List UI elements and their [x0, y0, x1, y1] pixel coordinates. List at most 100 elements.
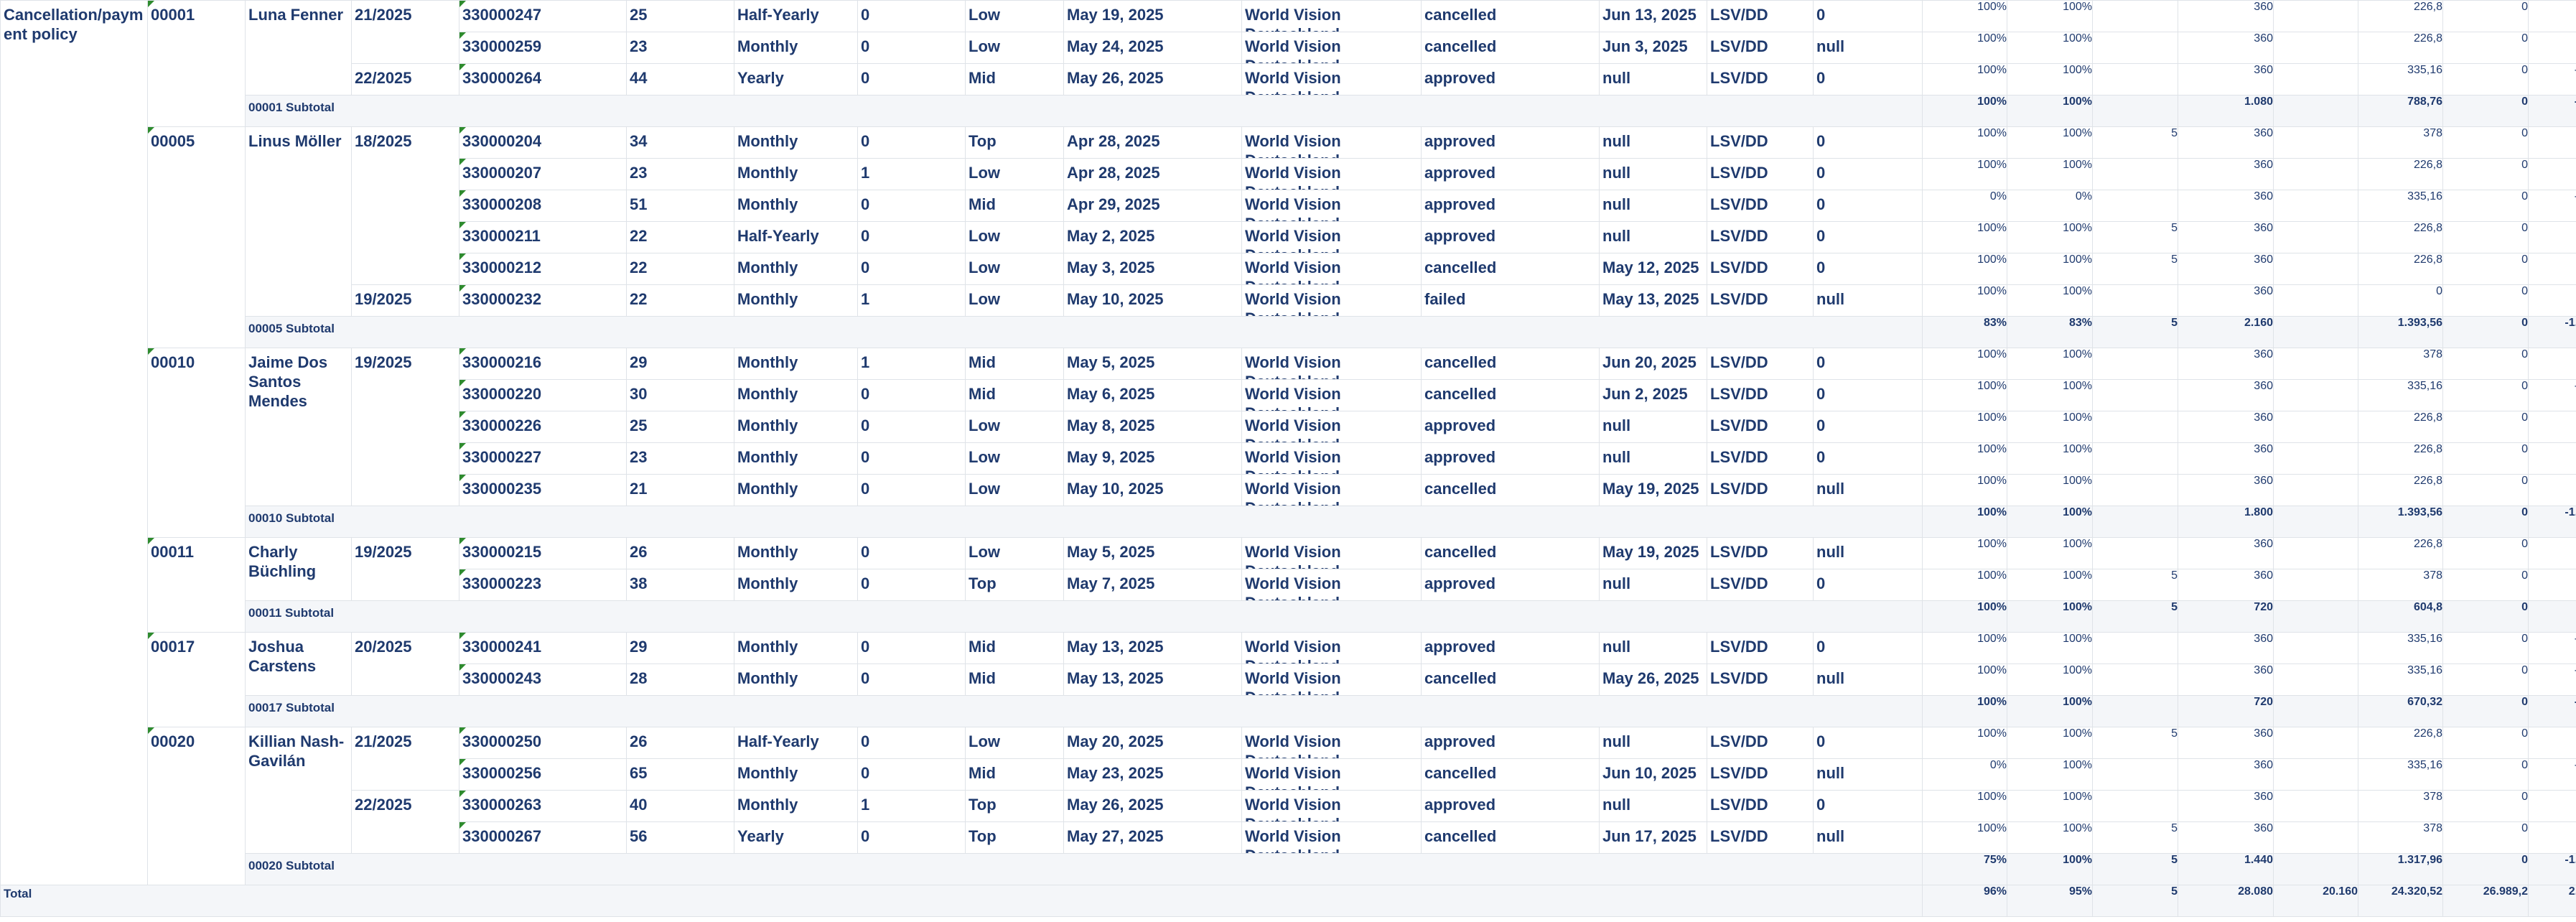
return-cell[interactable]: 0: [1813, 727, 1923, 759]
subtotal-value-4[interactable]: 720: [2178, 695, 2274, 727]
value-cell-1[interactable]: 100%: [1922, 442, 2007, 475]
value-cell-7[interactable]: 0: [2442, 474, 2529, 506]
flag-cell[interactable]: 0: [857, 663, 966, 696]
start-date-cell[interactable]: Apr 29, 2025: [1063, 190, 1242, 222]
flag-cell[interactable]: 0: [857, 379, 966, 411]
organization-cell[interactable]: World Vision Deutschland: [1241, 284, 1422, 317]
flag-cell[interactable]: 0: [857, 442, 966, 475]
subtotal-value-8[interactable]: -1.393,56: [2528, 316, 2576, 348]
value-cell-8[interactable]: -335,16: [2528, 379, 2576, 411]
subtotal-value-2[interactable]: 100%: [2007, 600, 2093, 633]
value-cell-5[interactable]: [2273, 284, 2358, 317]
status-cell[interactable]: approved: [1421, 158, 1600, 190]
value-cell-1[interactable]: 0%: [1922, 190, 2007, 222]
value-cell-5[interactable]: [2273, 0, 2358, 32]
status-cell[interactable]: approved: [1421, 442, 1600, 475]
value-cell-5[interactable]: [2273, 727, 2358, 759]
value-cell-4[interactable]: 360: [2178, 663, 2274, 696]
interval-cell[interactable]: Monthly: [734, 474, 858, 506]
subtotal-value-3[interactable]: [2092, 506, 2178, 538]
table-row[interactable]: 330000243 28 Monthly 0 Mid May 13, 2025 World …: [1, 663, 2576, 696]
subtotal-value-5[interactable]: [2273, 853, 2358, 885]
subtotal-value-7[interactable]: 0: [2442, 853, 2529, 885]
table-row[interactable]: 22/2025 330000264 44 Yearly 0 Mid May 26, 2025…: [1, 63, 2576, 96]
value-cell-7[interactable]: 0: [2442, 663, 2529, 696]
return-cell[interactable]: 0: [1813, 158, 1923, 190]
value-cell-8[interactable]: -226,8: [2528, 221, 2576, 253]
value-cell-5[interactable]: [2273, 537, 2358, 569]
level-cell[interactable]: Top: [965, 126, 1064, 159]
value-cell-6[interactable]: 335,16: [2358, 663, 2443, 696]
value-cell-4[interactable]: 360: [2178, 632, 2274, 664]
week-cell[interactable]: 19/2025: [351, 284, 459, 317]
start-date-cell[interactable]: May 26, 2025: [1063, 790, 1242, 822]
status-cell[interactable]: cancelled: [1421, 379, 1600, 411]
value-cell-4[interactable]: 360: [2178, 284, 2274, 317]
age-cell[interactable]: 56: [626, 821, 734, 854]
subtotal-value-7[interactable]: 0: [2442, 95, 2529, 127]
value-cell-2[interactable]: 100%: [2007, 379, 2093, 411]
interval-cell[interactable]: Monthly: [734, 632, 858, 664]
level-cell[interactable]: Low: [965, 442, 1064, 475]
contract-id-cell[interactable]: 330000235: [459, 474, 627, 506]
contract-id-cell[interactable]: 330000259: [459, 32, 627, 64]
status-cell[interactable]: cancelled: [1421, 474, 1600, 506]
end-date-cell[interactable]: May 12, 2025: [1599, 253, 1707, 285]
value-cell-1[interactable]: 100%: [1922, 474, 2007, 506]
value-cell-3[interactable]: [2092, 158, 2178, 190]
age-cell[interactable]: 22: [626, 284, 734, 317]
value-cell-6[interactable]: 226,8: [2358, 442, 2443, 475]
value-cell-7[interactable]: 0: [2442, 727, 2529, 759]
value-cell-2[interactable]: 100%: [2007, 411, 2093, 443]
organization-cell[interactable]: World Vision Deutschland: [1241, 758, 1422, 791]
contract-id-cell[interactable]: 330000216: [459, 348, 627, 380]
table-row[interactable]: 330000227 23 Monthly 0 Low May 9, 2025 World V…: [1, 442, 2576, 475]
week-cell[interactable]: 19/2025: [351, 537, 459, 601]
member-name-cell[interactable]: Luna Fenner: [245, 0, 352, 96]
value-cell-6[interactable]: 0: [2358, 284, 2443, 317]
value-cell-6[interactable]: 335,16: [2358, 632, 2443, 664]
week-cell[interactable]: 21/2025: [351, 727, 459, 791]
subtotal-value-1[interactable]: 75%: [1922, 853, 2007, 885]
return-cell[interactable]: 0: [1813, 379, 1923, 411]
level-cell[interactable]: Low: [965, 284, 1064, 317]
subtotal-value-2[interactable]: 100%: [2007, 506, 2093, 538]
flag-cell[interactable]: 0: [857, 32, 966, 64]
member-name-cell[interactable]: Linus Möller: [245, 126, 352, 317]
subtotal-value-3[interactable]: 5: [2092, 853, 2178, 885]
table-row[interactable]: 330000220 30 Monthly 0 Mid May 6, 2025 World V…: [1, 379, 2576, 411]
value-cell-8[interactable]: -226,8: [2528, 727, 2576, 759]
value-cell-3[interactable]: [2092, 663, 2178, 696]
organization-cell[interactable]: World Vision Deutschland: [1241, 442, 1422, 475]
payment-method-cell[interactable]: LSV/DD: [1707, 284, 1814, 317]
start-date-cell[interactable]: Apr 28, 2025: [1063, 158, 1242, 190]
age-cell[interactable]: 21: [626, 474, 734, 506]
end-date-cell[interactable]: null: [1599, 190, 1707, 222]
end-date-cell[interactable]: null: [1599, 727, 1707, 759]
value-cell-4[interactable]: 360: [2178, 348, 2274, 380]
age-cell[interactable]: 51: [626, 190, 734, 222]
value-cell-1[interactable]: 100%: [1922, 284, 2007, 317]
return-cell[interactable]: 0: [1813, 63, 1923, 96]
value-cell-2[interactable]: 100%: [2007, 474, 2093, 506]
payment-method-cell[interactable]: LSV/DD: [1707, 663, 1814, 696]
interval-cell[interactable]: Monthly: [734, 758, 858, 791]
value-cell-1[interactable]: 100%: [1922, 0, 2007, 32]
value-cell-4[interactable]: 360: [2178, 253, 2274, 285]
interval-cell[interactable]: Yearly: [734, 63, 858, 96]
flag-cell[interactable]: 1: [857, 790, 966, 822]
member-id-cell[interactable]: 00011: [147, 537, 246, 633]
start-date-cell[interactable]: May 20, 2025: [1063, 727, 1242, 759]
flag-cell[interactable]: 0: [857, 221, 966, 253]
value-cell-2[interactable]: 100%: [2007, 569, 2093, 601]
contract-id-cell[interactable]: 330000212: [459, 253, 627, 285]
value-cell-3[interactable]: 5: [2092, 253, 2178, 285]
value-cell-6[interactable]: 226,8: [2358, 32, 2443, 64]
subtotal-value-4[interactable]: 1.800: [2178, 506, 2274, 538]
value-cell-3[interactable]: [2092, 411, 2178, 443]
payment-method-cell[interactable]: LSV/DD: [1707, 348, 1814, 380]
value-cell-5[interactable]: [2273, 632, 2358, 664]
value-cell-6[interactable]: 378: [2358, 790, 2443, 822]
start-date-cell[interactable]: May 13, 2025: [1063, 632, 1242, 664]
subtotal-value-8[interactable]: -1.317,96: [2528, 853, 2576, 885]
